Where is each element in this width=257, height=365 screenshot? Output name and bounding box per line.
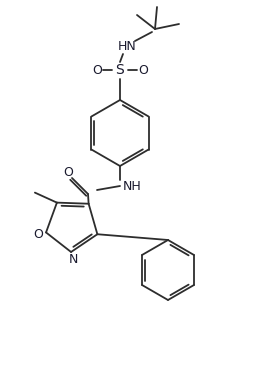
Text: NH: NH: [123, 180, 141, 192]
Text: S: S: [116, 63, 124, 77]
Text: O: O: [92, 64, 102, 77]
Text: O: O: [33, 228, 43, 241]
Text: O: O: [63, 166, 73, 180]
Text: HN: HN: [118, 39, 136, 53]
Text: N: N: [68, 253, 78, 266]
Text: O: O: [138, 64, 148, 77]
